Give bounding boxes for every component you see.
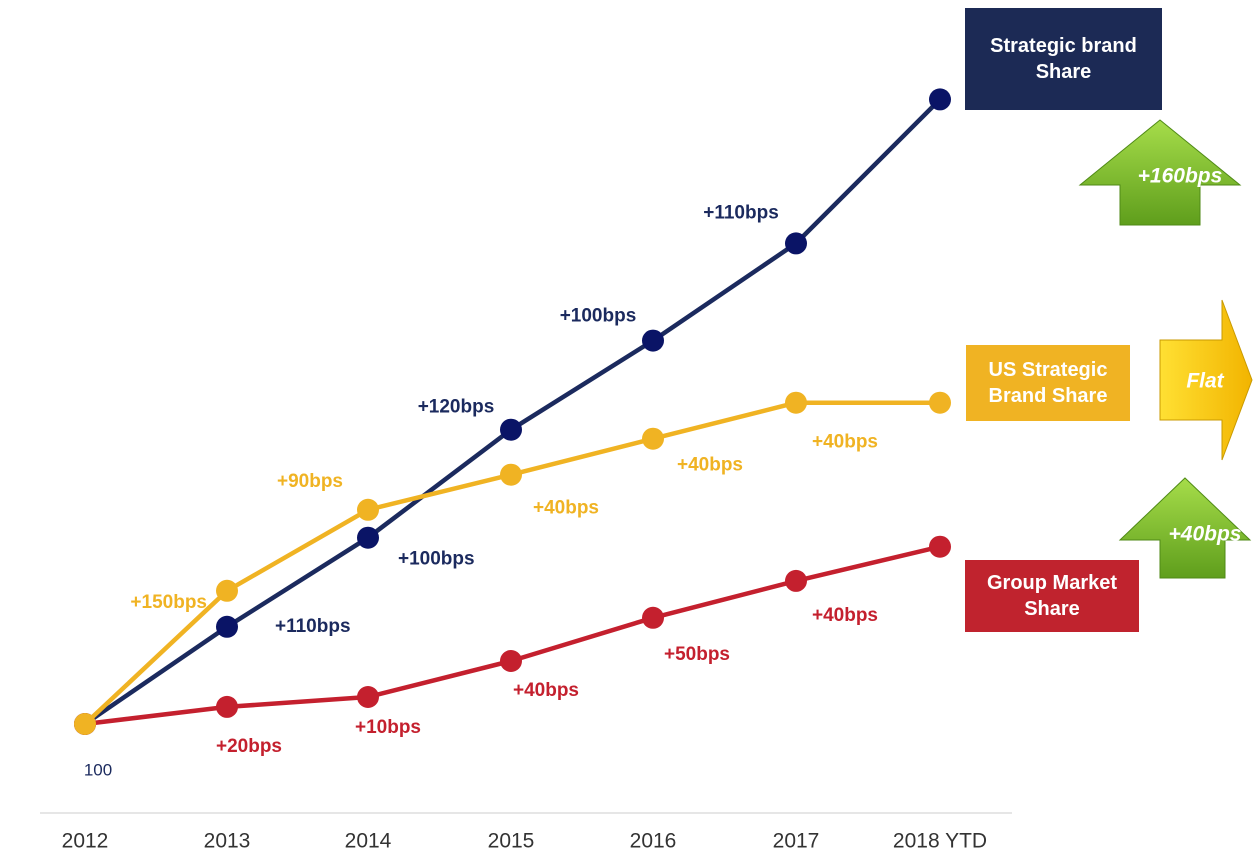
data-point [642, 329, 664, 352]
point-label: +110bps [703, 202, 779, 223]
data-point [357, 686, 379, 708]
series-name-box: US Strategic Brand Share [966, 345, 1130, 421]
change-label: +40bps [1169, 523, 1242, 546]
change-label: +160bps [1138, 165, 1223, 188]
data-point [929, 391, 951, 414]
data-point [357, 526, 379, 549]
x-tick-label: 2016 [630, 830, 677, 853]
data-point [500, 463, 522, 486]
x-tick-label: 2014 [345, 830, 392, 853]
point-label: +20bps [216, 736, 282, 757]
data-point [216, 615, 238, 638]
data-point [785, 232, 807, 255]
point-label: +100bps [560, 306, 637, 327]
data-point [642, 427, 664, 450]
data-point [785, 391, 807, 414]
series-name-box: Group Market Share [965, 560, 1139, 632]
data-point [216, 579, 238, 602]
point-label: +10bps [355, 717, 421, 738]
point-label: +40bps [677, 455, 743, 476]
x-tick-label: 2015 [488, 830, 535, 853]
point-label: +150bps [130, 592, 207, 613]
point-label: +110bps [275, 616, 351, 637]
point-label: +40bps [812, 605, 878, 626]
data-point [642, 606, 664, 629]
change-arrow [1159, 299, 1253, 461]
data-point [929, 535, 951, 558]
series-name-box: Strategic brand Share [965, 8, 1162, 110]
x-tick-label: 2017 [773, 830, 820, 853]
point-label: +40bps [812, 432, 878, 453]
point-label: +100bps [398, 549, 475, 570]
x-tick-label: 2018 YTD [893, 830, 987, 853]
point-label: +50bps [664, 644, 730, 665]
x-tick-label: 2013 [204, 830, 251, 853]
series-line [83, 97, 942, 726]
change-arrow [1118, 477, 1252, 579]
data-point [500, 650, 522, 672]
data-point [357, 498, 379, 521]
point-label: +120bps [418, 397, 495, 418]
point-label: +90bps [277, 471, 343, 492]
change-label: Flat [1186, 370, 1224, 393]
point-label: +40bps [513, 680, 579, 701]
data-point [929, 88, 951, 111]
change-arrow [1078, 119, 1242, 226]
data-point [216, 695, 238, 718]
base-label: 100 [84, 760, 112, 779]
data-point [785, 569, 807, 592]
x-tick-label: 2012 [62, 830, 109, 853]
data-point [500, 418, 522, 441]
point-label: +40bps [533, 498, 599, 519]
data-point [74, 713, 96, 735]
